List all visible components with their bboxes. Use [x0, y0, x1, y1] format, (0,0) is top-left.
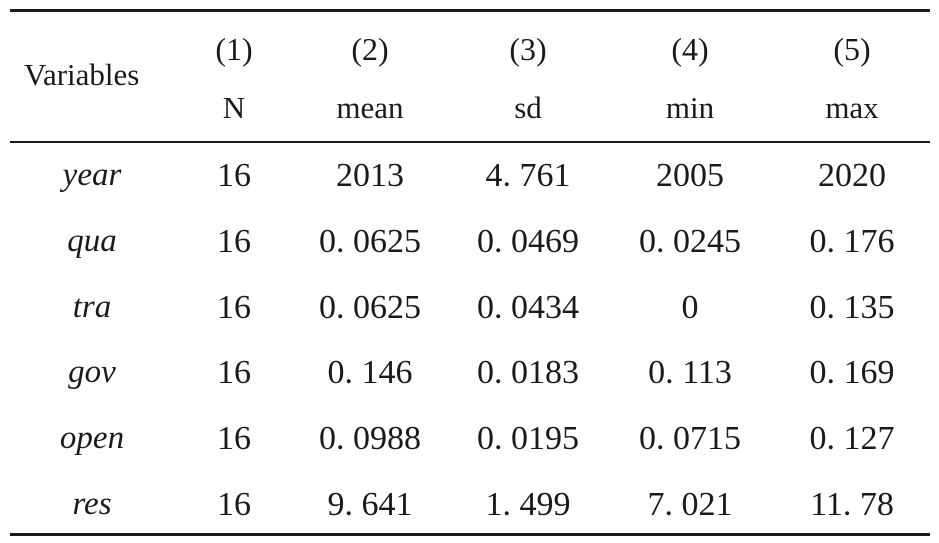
table-cell: 0. 0245 [639, 223, 741, 260]
column-number-4: (4) [671, 31, 709, 67]
table-cell: 0. 0434 [477, 289, 579, 326]
table-cell: 0. 169 [809, 354, 895, 391]
column-header-5: max [825, 90, 879, 125]
table-cell: 16 [217, 354, 251, 391]
row-variable-name: gov [68, 354, 116, 390]
table-cell: 2020 [818, 157, 886, 194]
column-number-3: (3) [509, 31, 547, 67]
table-cell: 0. 0715 [639, 420, 741, 457]
column-number-1: (1) [215, 31, 253, 67]
table-cell: 2005 [656, 157, 724, 194]
table-cell: 0. 0195 [477, 420, 579, 457]
row-variable-name: open [59, 420, 125, 456]
column-header-2: mean [336, 90, 404, 125]
column-header-3: sd [514, 90, 542, 125]
table-cell: 16 [217, 486, 251, 523]
row-variable-name: year [62, 157, 122, 193]
table-cell: 0. 0625 [319, 223, 421, 260]
column-number-5: (5) [833, 31, 871, 67]
table-cell: 0. 176 [809, 223, 895, 260]
table-cell: 0. 0625 [319, 289, 421, 326]
table-top-rule [10, 9, 930, 12]
table-cell: 2013 [336, 157, 404, 194]
table-cell: 0. 127 [809, 420, 895, 457]
table-cell: 16 [217, 157, 251, 194]
table-cell: 11. 78 [810, 486, 894, 523]
column-header-1: N [222, 90, 246, 125]
summary-statistics-table: Variables (1) N (2) mean (3) sd (4) min (5) max ye… [10, 9, 930, 536]
table-cell: 0. 0469 [477, 223, 579, 260]
row-variable-name: qua [67, 223, 117, 259]
table-cell: 0. 113 [648, 354, 732, 391]
table-cell: 16 [217, 223, 251, 260]
row-variable-name: res [72, 486, 112, 522]
table-bottom-rule [10, 533, 930, 536]
table-cell: 0. 146 [327, 354, 413, 391]
column-number-2: (2) [351, 31, 389, 67]
table-cell: 0. 0183 [477, 354, 579, 391]
row-variable-name: tra [72, 289, 112, 325]
table-cell: 7. 021 [647, 486, 733, 523]
table-cell: 4. 761 [485, 157, 571, 194]
variables-column-header: Variables [24, 57, 140, 92]
table-cell: 9. 641 [327, 486, 413, 523]
table-cell: 16 [217, 420, 251, 457]
table-cell: 16 [217, 289, 251, 326]
table-cell: 0. 0988 [319, 420, 421, 457]
column-header-4: min [665, 90, 715, 125]
table-cell: 0. 135 [809, 289, 895, 326]
table-cell: 1. 499 [485, 486, 571, 523]
table-cell: 0 [681, 289, 699, 326]
table-header-rule [10, 141, 930, 143]
